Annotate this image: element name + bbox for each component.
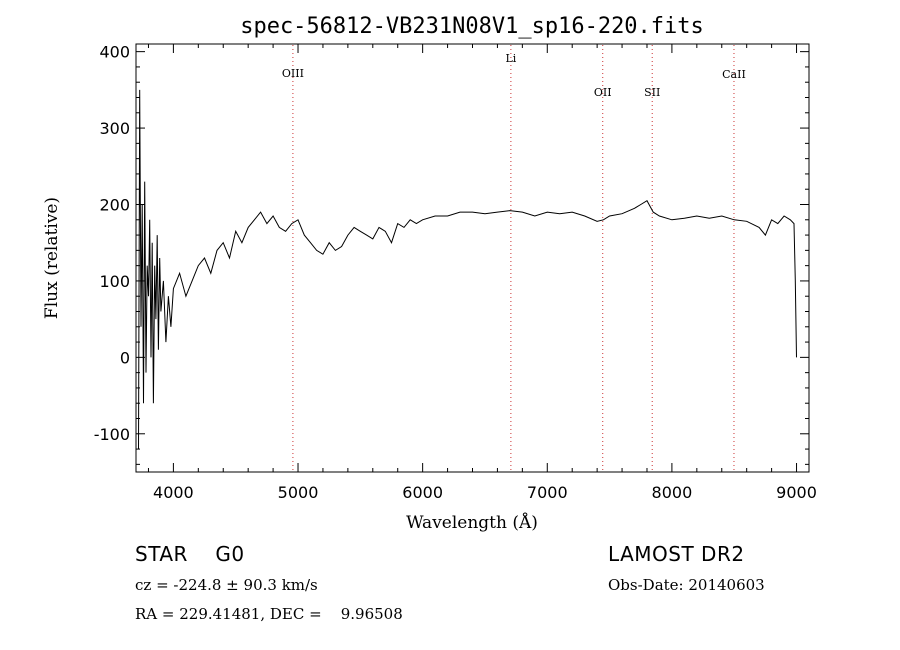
spectral-line-label: SII (644, 86, 660, 99)
y-tick-label: 300 (99, 119, 130, 138)
y-axis-label: Flux (relative) (42, 197, 62, 319)
x-tick-label: 7000 (527, 483, 568, 502)
y-tick-label: 200 (99, 196, 130, 215)
x-tick-label: 8000 (652, 483, 693, 502)
obs-date: Obs-Date: 20140603 (608, 576, 765, 594)
spectral-line-label: OII (594, 86, 612, 99)
spectral-line-label: CaII (722, 68, 746, 81)
velocity-text: cz = -224.8 ± 90.3 km/s (135, 576, 318, 594)
coordinates-text: RA = 229.41481, DEC = 9.96508 (135, 605, 403, 623)
plot-frame (135, 43, 810, 473)
axis-ticks: 4000 5000 6000 7000 8000 9000 -100 0 100 200 300 40… (94, 43, 817, 502)
x-axis-label: Wavelength (Å) (406, 512, 538, 533)
spectral-line-label: OIII (282, 67, 304, 80)
spectral-line-label: Li (505, 52, 516, 65)
x-tick-label: 6000 (402, 483, 443, 502)
x-tick-label: 9000 (776, 483, 817, 502)
y-tick-label: 100 (99, 272, 130, 291)
object-type: STAR G0 (135, 542, 245, 566)
y-tick-label: -100 (94, 425, 130, 444)
y-tick-label: 400 (99, 43, 130, 62)
x-tick-label: 4000 (153, 483, 194, 502)
chart-title: spec-56812-VB231N08V1_sp16-220.fits (240, 14, 704, 39)
y-tick-label: 0 (120, 348, 130, 367)
spectrum-line (138, 89, 797, 450)
x-tick-label: 5000 (278, 483, 319, 502)
survey-name: LAMOST DR2 (608, 542, 745, 566)
spectral-line-markers: OIII Li OII SII CaII (282, 45, 746, 471)
